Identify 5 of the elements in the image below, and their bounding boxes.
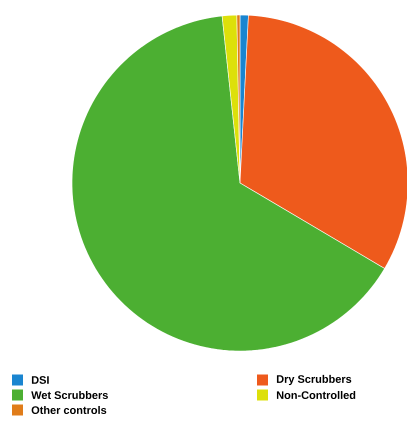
legend-label: Other controls <box>32 406 106 414</box>
legend-label: DSI <box>32 376 49 384</box>
legend-label: Dry Scrubbers <box>276 374 352 386</box>
legend-label: Non-Controlled <box>276 390 356 400</box>
legend-label: Wet Scrubbers <box>31 390 108 400</box>
